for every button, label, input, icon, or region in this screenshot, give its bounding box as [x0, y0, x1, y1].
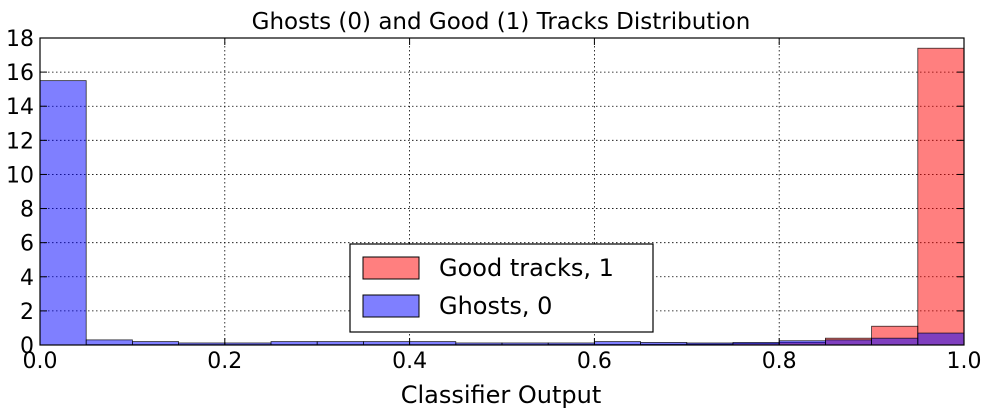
plot-frame — [39, 37, 965, 346]
x-tick-label: 0.0 — [23, 349, 58, 374]
legend-swatch-good-tracks — [362, 256, 420, 280]
axis-ticks: 0.0 0.2 0.4 0.6 0.8 1.0 0 2 4 6 8 10 12 14 16 18 — [6, 27, 982, 374]
x-tick-label: 0.4 — [392, 349, 427, 374]
y-tick-label: 18 — [6, 27, 34, 52]
y-tick-label: 6 — [20, 232, 34, 257]
y-tick-label: 8 — [20, 198, 34, 223]
y-tick-label: 10 — [6, 163, 34, 188]
x-tick-label: 0.2 — [207, 349, 242, 374]
x-axis-label: Classifier Output — [401, 381, 602, 409]
y-tick-label: 16 — [6, 61, 34, 86]
y-tick-label: 4 — [20, 266, 34, 291]
good-tracks-bar — [917, 47, 965, 346]
x-tick-label: 0.8 — [762, 349, 797, 374]
legend-swatch-ghosts — [362, 294, 420, 318]
y-tick-label: 12 — [6, 129, 34, 154]
x-tick-label: 0.6 — [577, 349, 612, 374]
legend-label-ghosts: Ghosts, 0 — [439, 292, 552, 320]
legend: Good tracks, 1 Ghosts, 0 — [349, 243, 654, 333]
y-tick-label: 2 — [20, 300, 34, 325]
ghosts-bar — [825, 339, 873, 346]
chart-title: Ghosts (0) and Good (1) Tracks Distribut… — [252, 9, 751, 35]
y-tick-label: 14 — [6, 95, 34, 120]
legend-label-good-tracks: Good tracks, 1 — [439, 254, 614, 282]
ghosts-bar — [39, 80, 87, 346]
y-tick-label: 0 — [20, 334, 34, 359]
ghosts-bar — [85, 339, 133, 346]
x-tick-label: 1.0 — [947, 349, 982, 374]
ghosts-bar — [778, 340, 826, 346]
ghosts-bar — [871, 337, 919, 346]
ghosts-bar — [917, 332, 965, 346]
